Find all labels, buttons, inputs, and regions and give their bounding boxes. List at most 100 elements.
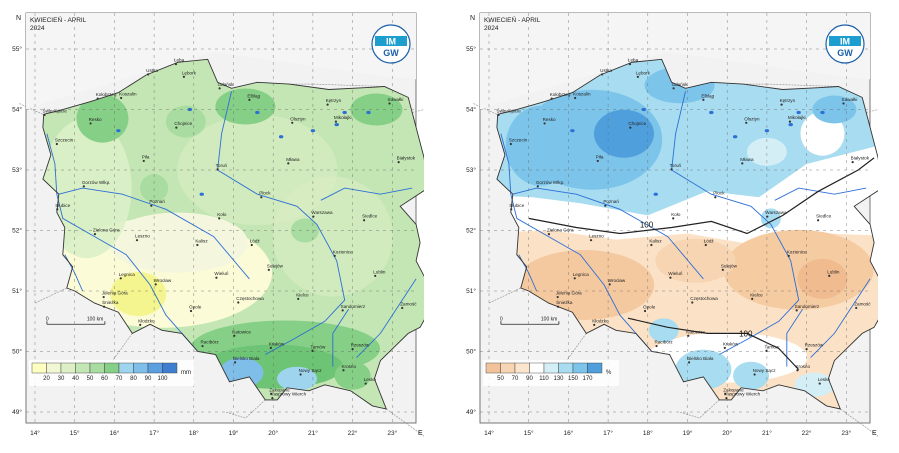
city-label: Kozienice — [787, 249, 807, 254]
legend-swatch — [162, 362, 178, 374]
city-label: Rzeszów — [805, 343, 824, 348]
city-dot — [196, 243, 199, 247]
latitude-label: 54° — [466, 106, 476, 114]
city-label: Zakopane — [723, 387, 744, 392]
city-label: Łódź — [250, 239, 261, 244]
latitude-label: 53° — [466, 166, 476, 174]
city-dot — [670, 168, 673, 171]
city-dot — [287, 162, 290, 165]
city-dot — [780, 103, 783, 106]
city-label: Resko — [543, 117, 556, 122]
city-label: Lesko — [364, 377, 377, 382]
city-dot — [669, 276, 672, 279]
city-dot — [787, 254, 790, 258]
city-label: Białystok — [397, 156, 416, 161]
river — [356, 278, 417, 358]
city-dot — [267, 268, 270, 271]
river — [46, 133, 199, 352]
city-label: Toruń — [216, 163, 228, 168]
city-dot — [655, 344, 658, 348]
legend-label: 80 — [130, 376, 137, 382]
city-dot — [397, 161, 400, 164]
river — [512, 187, 704, 280]
legend-swatch — [529, 362, 545, 374]
poland-border — [496, 58, 878, 410]
city-dot — [182, 75, 185, 78]
latitude-label: 51° — [466, 287, 476, 295]
city-dot — [341, 309, 344, 312]
city-dot — [556, 305, 560, 308]
legend-swatch — [543, 362, 559, 374]
latitude-label: 50° — [466, 348, 476, 356]
svg-text:0: 0 — [500, 316, 503, 322]
isoline-100 — [528, 157, 875, 235]
east-label: E — [872, 430, 877, 437]
poland-border — [42, 58, 424, 410]
city-label: Chojnice — [628, 121, 646, 126]
city-label: Siedlce — [816, 214, 832, 219]
legend-label: 90 — [526, 376, 533, 382]
city-dot — [725, 396, 728, 400]
city-label: Leszno — [135, 234, 150, 239]
city-label: Częstochowa — [690, 296, 718, 301]
longitude-label: 22° — [348, 429, 358, 437]
city-dot — [248, 98, 251, 101]
city-dot — [543, 122, 546, 125]
city-dot — [573, 277, 576, 280]
city-dot — [82, 185, 85, 188]
city-label: Wieluń — [668, 271, 682, 276]
city-dot — [215, 276, 218, 279]
city-label: Słubice — [55, 203, 71, 208]
city-dot — [388, 102, 391, 105]
city-dot — [139, 323, 142, 326]
scale-bar: 0 100 km — [46, 316, 106, 325]
city-dot — [270, 392, 273, 395]
city-dot — [691, 301, 694, 304]
city-dot — [364, 382, 367, 385]
city-label: Piła — [142, 154, 150, 159]
river — [774, 187, 867, 201]
city-dot — [796, 369, 799, 372]
lake — [278, 135, 284, 139]
city-dot — [753, 373, 756, 376]
longitude-label: 16° — [109, 429, 119, 437]
city-dot — [805, 347, 808, 351]
city-label: Łódź — [704, 239, 715, 244]
city-dot — [342, 369, 345, 372]
north-label: N — [16, 15, 21, 22]
longitude-label: 17° — [603, 429, 613, 437]
city-label: Opole — [189, 304, 202, 309]
city-label: Warszawa — [311, 210, 333, 215]
lake — [709, 110, 714, 115]
longitude-label: 14° — [30, 429, 40, 437]
city-label: Krosno — [341, 364, 356, 369]
legend-swatch — [572, 362, 588, 374]
longitude-label: 21° — [308, 429, 318, 437]
city-label: Chojnice — [174, 121, 192, 126]
city-dot — [741, 162, 744, 165]
city-dot — [233, 361, 237, 364]
river — [332, 308, 349, 367]
river — [500, 133, 653, 352]
city-dot — [574, 96, 577, 100]
svg-text:IM: IM — [386, 37, 396, 47]
legend-label: 170 — [582, 376, 593, 382]
city-dot — [175, 126, 178, 129]
city-label: Kołobrzeg — [96, 92, 117, 97]
city-label: Mikołajki — [334, 115, 352, 120]
city-dot — [766, 215, 769, 218]
city-label: Koło — [217, 212, 227, 217]
city-label: Legnica — [573, 272, 590, 277]
city-dot — [596, 159, 599, 163]
longitude-label: 19° — [229, 429, 239, 437]
city-dot — [704, 243, 707, 247]
legend-label: 70 — [512, 376, 519, 382]
map-title: KWIECIEŃ - APRIL — [484, 15, 541, 24]
city-dot — [312, 215, 315, 218]
city-label: Sulejów — [267, 263, 284, 268]
isoline-label-south: 100 — [739, 329, 753, 338]
city-label: Kalisz — [649, 239, 662, 244]
city-label: Krosno — [795, 364, 810, 369]
city-label: Gorzów Wlkp. — [82, 180, 111, 185]
city-label: Bielsko Biała — [687, 356, 714, 361]
